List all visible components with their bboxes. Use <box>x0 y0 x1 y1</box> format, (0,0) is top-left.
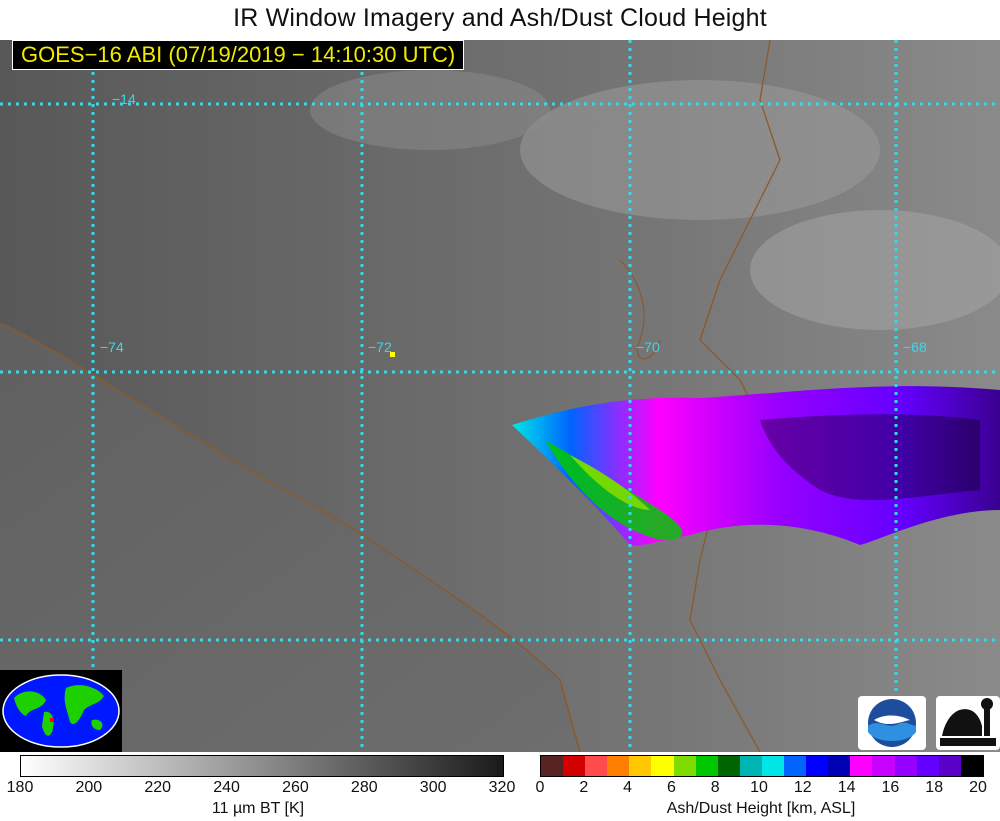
ash-colorbar-segment <box>784 756 807 776</box>
colorbar-tick-label: 16 <box>881 779 900 796</box>
ash-colorbar-segment <box>563 756 586 776</box>
colorbar-tick-label: 320 <box>488 779 516 796</box>
colorbar-tick-label: 300 <box>419 779 447 796</box>
colorbar-tick-label: 20 <box>969 779 987 796</box>
ash-colorbar-segment <box>872 756 895 776</box>
map-imagery <box>0 40 1000 752</box>
colorbar-tick-label: 220 <box>144 779 172 796</box>
cloud-patch <box>520 80 880 220</box>
graticule <box>0 40 1000 752</box>
longitude-label: −74 <box>100 339 124 355</box>
colorbar-tick-label: 200 <box>75 779 103 796</box>
ash-colorbar-segment <box>761 756 785 776</box>
ocean-area <box>0 323 580 752</box>
ash-colorbar-segment <box>828 756 851 776</box>
colorbar-tick-label: 4 <box>623 779 633 796</box>
globe-icon <box>2 674 120 748</box>
ash-colorbar-segment <box>739 756 762 776</box>
colorbar-tick-label: 6 <box>666 779 676 796</box>
latitude-label: −14 <box>112 91 136 107</box>
satellite-timestamp-box: GOES−16 ABI (07/19/2019 − 14:10:30 UTC) <box>12 40 465 70</box>
noaa-logo <box>858 696 926 750</box>
brightness-temperature-label: 11 µm BT [K] <box>211 800 305 817</box>
cloud-patch <box>310 70 550 150</box>
ash-colorbar-segment <box>894 756 917 776</box>
colorbar-tick-label: 240 <box>213 779 240 796</box>
ash-colorbar-segment <box>541 756 564 776</box>
ash-colorbar-segment <box>585 756 608 776</box>
lake-outline <box>619 259 661 360</box>
ash-colorbar-segment <box>850 756 873 776</box>
ash-colorbar-segment <box>806 756 829 776</box>
ash-plume-high-level <box>760 414 980 501</box>
ash-colorbar-segment <box>651 756 674 776</box>
cloud-patch <box>750 210 1000 330</box>
cimss-logo-icon <box>938 698 998 748</box>
colorbar-tick-label: 10 <box>750 779 768 796</box>
noaa-logo-icon <box>868 699 916 747</box>
satellite-map[interactable]: −14 −74 −72 −70 −68 <box>0 40 1000 752</box>
ash-colorbar-segment <box>629 756 652 776</box>
colorbar-tick-label: 260 <box>282 779 309 796</box>
ash-colorbar-segment <box>960 756 983 776</box>
ash-colorbar-segment <box>916 756 939 776</box>
brightness-temperature-colorbar <box>20 755 504 777</box>
colorbar-tick-label: 2 <box>579 779 589 796</box>
colorbar-tick-label: 0 <box>535 779 545 796</box>
ash-colorbar-segment <box>673 756 696 776</box>
colorbar-tick-label: 12 <box>793 779 812 796</box>
image-title: IR Window Imagery and Ash/Dust Cloud Hei… <box>233 4 767 32</box>
globe-inset <box>0 670 122 752</box>
ash-colorbar-segment <box>938 756 961 776</box>
colorbar-tick-label: 8 <box>710 779 720 796</box>
colorbar-tick-label: 180 <box>6 779 34 796</box>
cimss-logo <box>936 696 1000 750</box>
ash-height-label: Ash/Dust Height [km, ASL] <box>666 800 856 817</box>
volcano-marker <box>390 352 395 357</box>
longitude-label: −72 <box>368 339 392 355</box>
coastline <box>0 322 581 752</box>
colorbar-tick-label: 18 <box>925 779 944 796</box>
ash-height-colorbar <box>540 755 984 777</box>
ash-colorbar-segment <box>695 756 718 776</box>
colorbar-tick-label: 14 <box>837 779 856 796</box>
longitude-label: −68 <box>903 339 927 355</box>
ash-colorbar-segment <box>717 756 740 776</box>
colorbar-tick-label: 280 <box>350 779 378 796</box>
ash-colorbar-segment <box>607 756 630 776</box>
country-border <box>689 40 781 752</box>
longitude-label: −70 <box>636 339 660 355</box>
